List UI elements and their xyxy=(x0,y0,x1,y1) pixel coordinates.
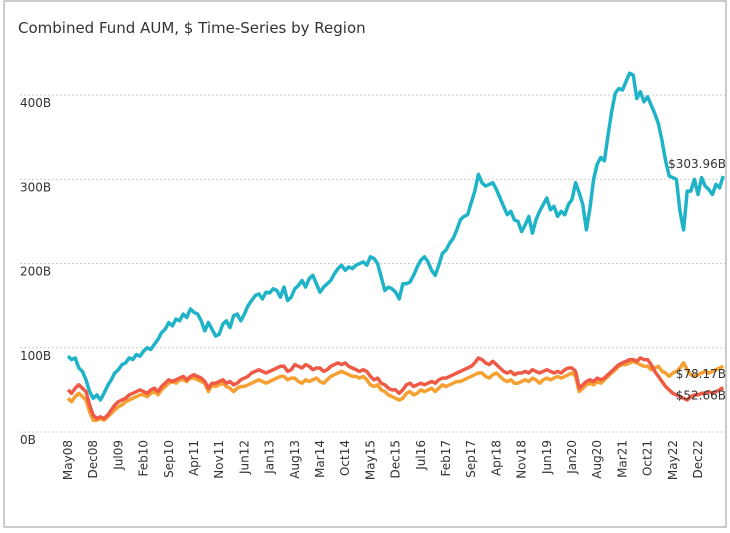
x-tick-label: Jul16 xyxy=(414,440,428,471)
x-tick-label: Oct21 xyxy=(641,440,655,476)
y-tick-label: 300B xyxy=(20,180,51,194)
y-tick-label: 400B xyxy=(20,96,51,110)
x-tick-label: Dec08 xyxy=(86,440,100,479)
x-tick-label: Nov18 xyxy=(515,440,529,479)
x-tick-label: Aug13 xyxy=(288,440,302,479)
chart-title: Combined Fund AUM, $ Time-Series by Regi… xyxy=(18,19,366,37)
x-tick-label: Feb10 xyxy=(137,440,151,477)
x-tick-label: Jan13 xyxy=(263,440,277,475)
x-tick-label: Aug20 xyxy=(590,440,604,479)
x-tick-label: Sep17 xyxy=(464,440,478,478)
x-tick-label: Oct14 xyxy=(338,440,352,476)
end-label: $303.96B xyxy=(668,157,726,171)
x-tick-label: Apr11 xyxy=(187,440,201,476)
line xyxy=(66,356,725,421)
x-tick-label: Dec22 xyxy=(691,440,705,479)
line xyxy=(66,71,725,402)
x-tick-label: Apr18 xyxy=(489,440,503,476)
x-tick-label: Jan20 xyxy=(565,440,579,475)
x-tick-label: Nov11 xyxy=(212,440,226,479)
y-tick-label: 200B xyxy=(20,265,51,279)
x-tick-label: Jul09 xyxy=(111,440,125,471)
x-tick-label: May08 xyxy=(61,440,75,480)
x-tick-label: Mar14 xyxy=(313,440,327,478)
end-label: $52.66B xyxy=(676,389,726,403)
x-tick-label: May15 xyxy=(363,440,377,480)
x-tick-label: Sep10 xyxy=(162,440,176,478)
y-tick-label: 0B xyxy=(20,433,36,447)
end-label: $78.17B xyxy=(676,367,726,381)
y-tick-label: 100B xyxy=(20,349,51,363)
x-tick-label: Dec15 xyxy=(389,440,403,479)
x-tick-label: Jun12 xyxy=(237,440,251,475)
x-tick-label: May22 xyxy=(666,440,680,480)
x-tick-label: Mar21 xyxy=(615,440,629,478)
x-tick-label: Jun19 xyxy=(540,440,554,475)
x-tick-label: Feb17 xyxy=(439,440,453,477)
